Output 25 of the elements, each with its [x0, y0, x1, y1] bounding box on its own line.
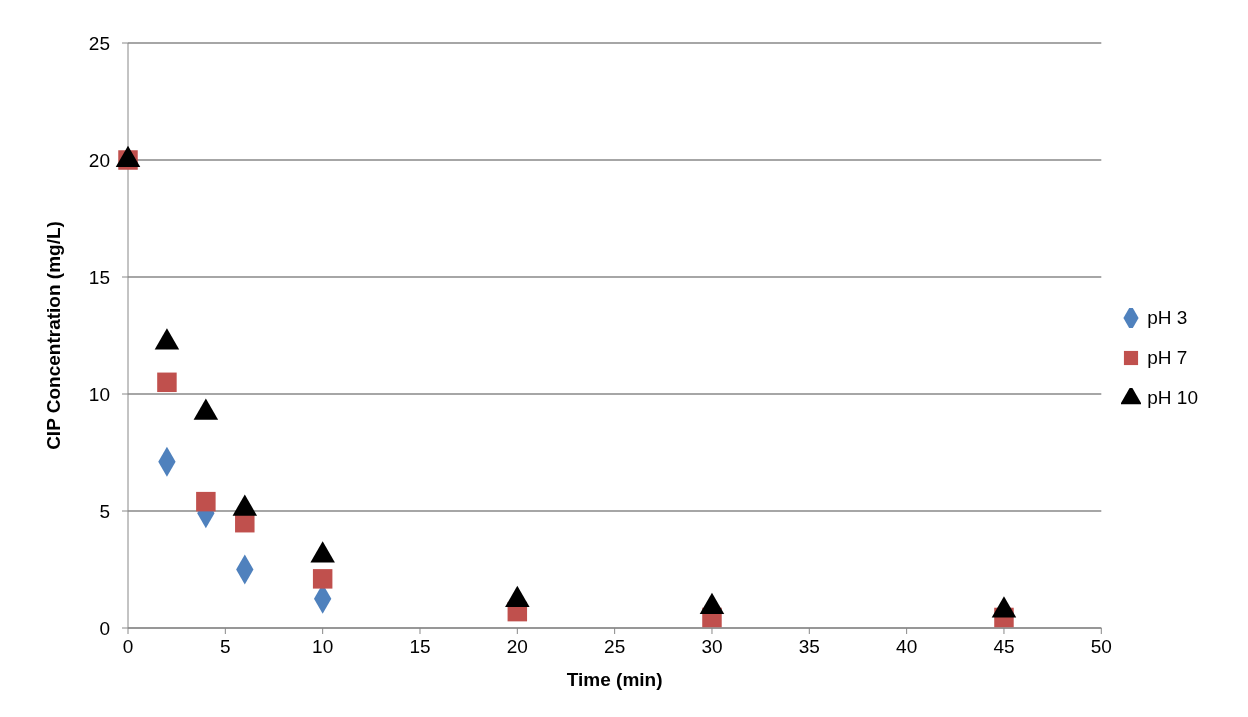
x-tick-label: 35: [798, 636, 820, 658]
x-tick-label: 30: [701, 636, 723, 658]
x-tick-label: 50: [1090, 636, 1112, 658]
y-tick-label: 0: [99, 617, 110, 639]
y-tick-label: 5: [99, 500, 110, 522]
x-axis-title: Time (min): [566, 669, 663, 690]
x-tick-label: 45: [993, 636, 1015, 658]
legend-label: pH 3: [1147, 307, 1188, 329]
y-tick-label: 10: [88, 383, 110, 405]
y-axis-title: CIP Concentration (mg/L): [42, 221, 64, 450]
y-tick-label: 20: [88, 149, 110, 171]
point: [312, 569, 333, 589]
y-tick-label: 25: [88, 32, 110, 54]
x-tick-label: 10: [312, 636, 334, 658]
point: [196, 491, 216, 512]
x-tick-label: 5: [220, 636, 231, 658]
x-tick-label: 40: [896, 636, 918, 658]
y-tick-label: 15: [88, 266, 110, 288]
x-tick-label: 20: [506, 636, 528, 658]
x-tick-label: 0: [122, 636, 134, 658]
legend-label: pH 7: [1147, 347, 1188, 369]
x-tick-label: 25: [604, 636, 626, 658]
point: [157, 372, 177, 393]
x-tick-label: 15: [409, 636, 431, 658]
legend-label: pH 10: [1147, 387, 1198, 409]
